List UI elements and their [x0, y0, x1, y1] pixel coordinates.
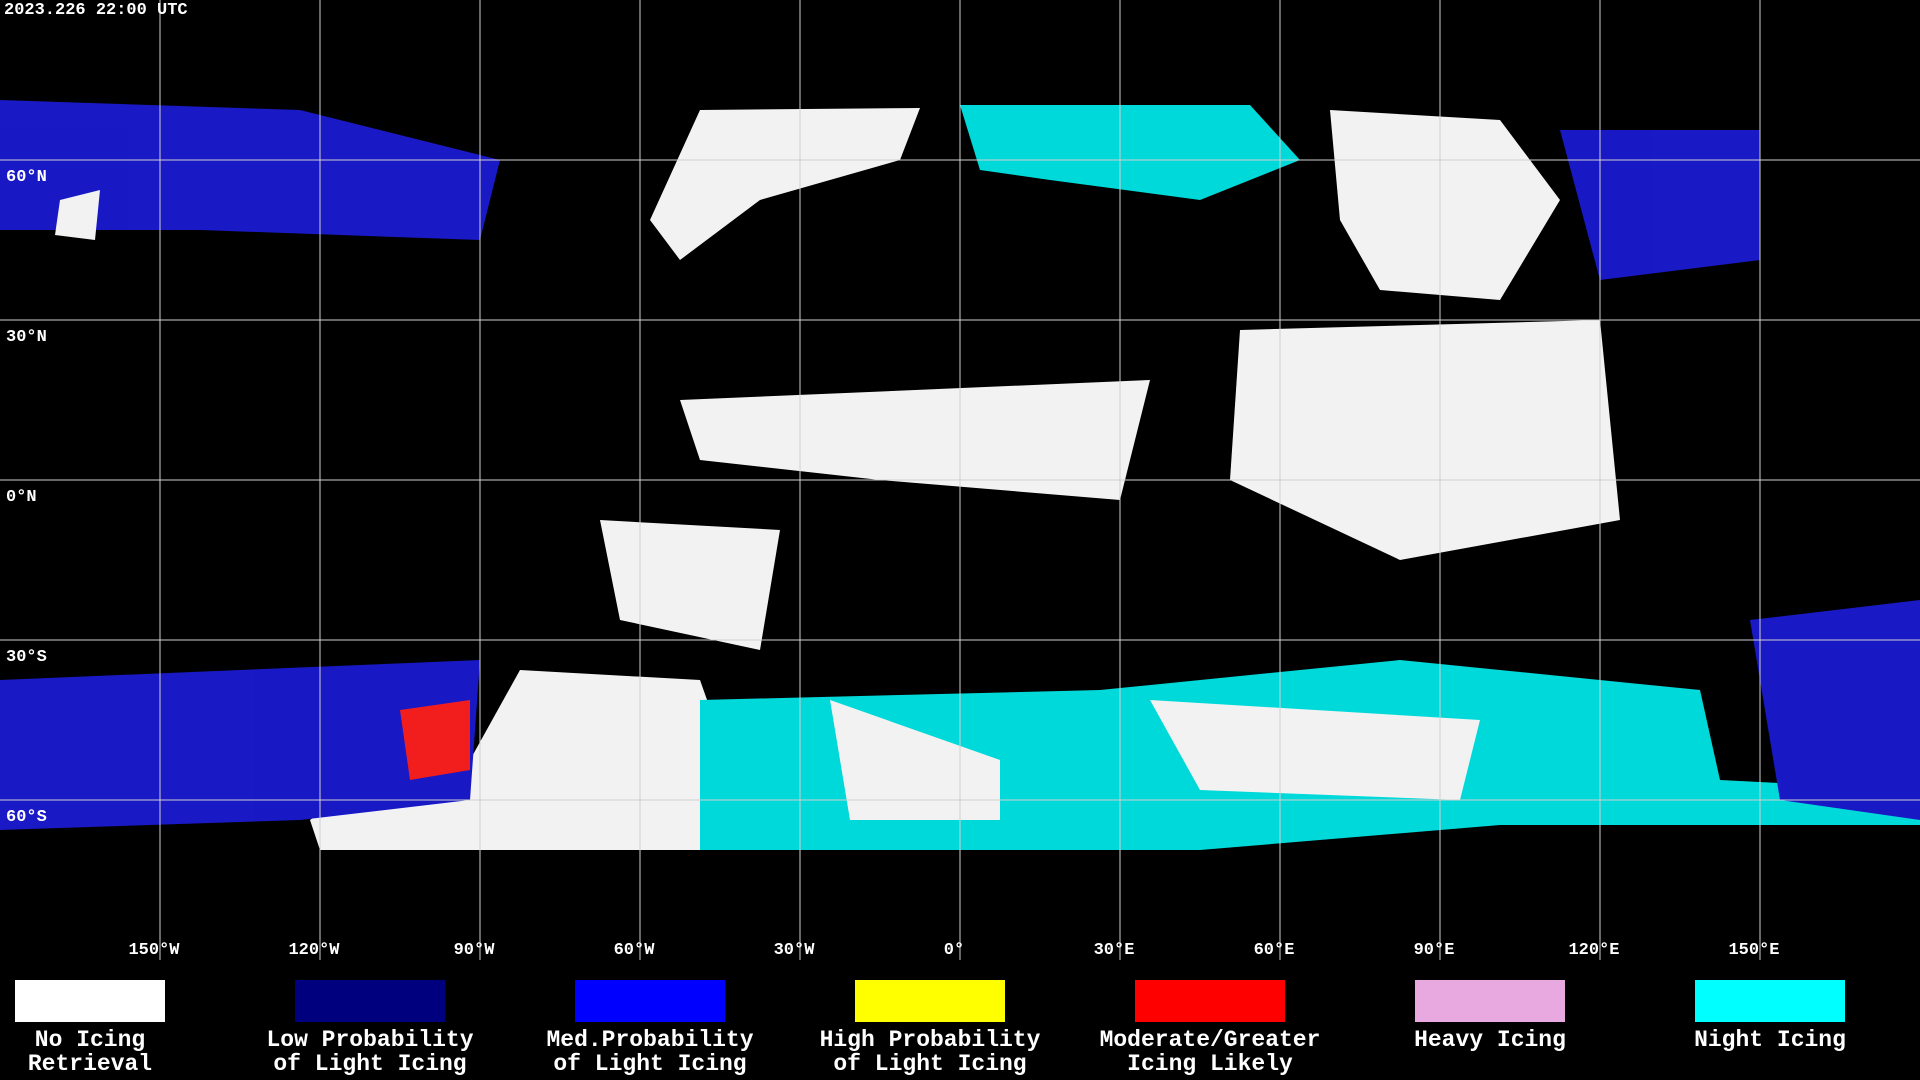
- cloud: [1230, 320, 1620, 560]
- longitude-label: 0°: [944, 941, 964, 960]
- legend-label: No Icing: [35, 1027, 145, 1053]
- legend-label: of Light Icing: [833, 1051, 1026, 1077]
- cloud: [55, 190, 100, 240]
- legend-label: of Light Icing: [553, 1051, 746, 1077]
- legend-swatch: [295, 980, 445, 1022]
- longitude-label: 60°E: [1254, 941, 1295, 960]
- legend-label: Med.Probability: [546, 1027, 753, 1053]
- longitude-label: 120°W: [288, 941, 340, 960]
- legend-label: of Light Icing: [273, 1051, 466, 1077]
- latitude-label: 60°S: [6, 808, 47, 827]
- cloud: [600, 520, 780, 650]
- legend-label: Low Probability: [266, 1027, 473, 1053]
- cloud: [1560, 130, 1760, 280]
- legend-swatch: [855, 980, 1005, 1022]
- cloud: [830, 700, 1000, 820]
- cloud: [650, 108, 920, 260]
- timestamp: 2023.226 22:00 UTC: [4, 1, 188, 20]
- latitude-label: 30°S: [6, 648, 47, 667]
- legend-label: Moderate/Greater: [1100, 1027, 1321, 1053]
- latitude-label: 60°N: [6, 168, 47, 187]
- legend-label: Retrieval: [28, 1051, 152, 1077]
- longitude-label: 90°E: [1414, 941, 1455, 960]
- cloud: [1150, 700, 1480, 800]
- cloud: [400, 700, 470, 780]
- cloud: [0, 660, 480, 830]
- longitude-label: 150°E: [1728, 941, 1779, 960]
- longitude-label: 150°W: [128, 941, 180, 960]
- cloud: [0, 100, 500, 240]
- longitude-label: 60°W: [614, 941, 656, 960]
- cloud: [680, 380, 1150, 500]
- legend-swatch: [575, 980, 725, 1022]
- legend-swatch: [1135, 980, 1285, 1022]
- longitude-label: 90°W: [454, 941, 496, 960]
- longitude-label: 30°W: [774, 941, 816, 960]
- legend-swatch: [15, 980, 165, 1022]
- legend-label: High Probability: [820, 1027, 1041, 1053]
- longitude-label: 30°E: [1094, 941, 1135, 960]
- latitude-label: 30°N: [6, 328, 47, 347]
- graticule: 150°W 120°W 90°W 60°W 30°W 0° 30°E 60°E 90°E 120°…: [0, 0, 1920, 960]
- legend-swatch: [1415, 980, 1565, 1022]
- cloud-imagery: [0, 100, 1920, 850]
- longitude-label: 120°E: [1568, 941, 1619, 960]
- cloud: [420, 670, 760, 850]
- legend-swatch: [1695, 980, 1845, 1022]
- cloud: [960, 105, 1300, 200]
- legend-label: Heavy Icing: [1414, 1027, 1566, 1053]
- legend-label: Icing Likely: [1127, 1051, 1293, 1077]
- cloud: [1330, 110, 1560, 300]
- latitude-label: 0°N: [6, 488, 37, 507]
- cloud: [1750, 600, 1920, 820]
- legend-label: Night Icing: [1694, 1027, 1846, 1053]
